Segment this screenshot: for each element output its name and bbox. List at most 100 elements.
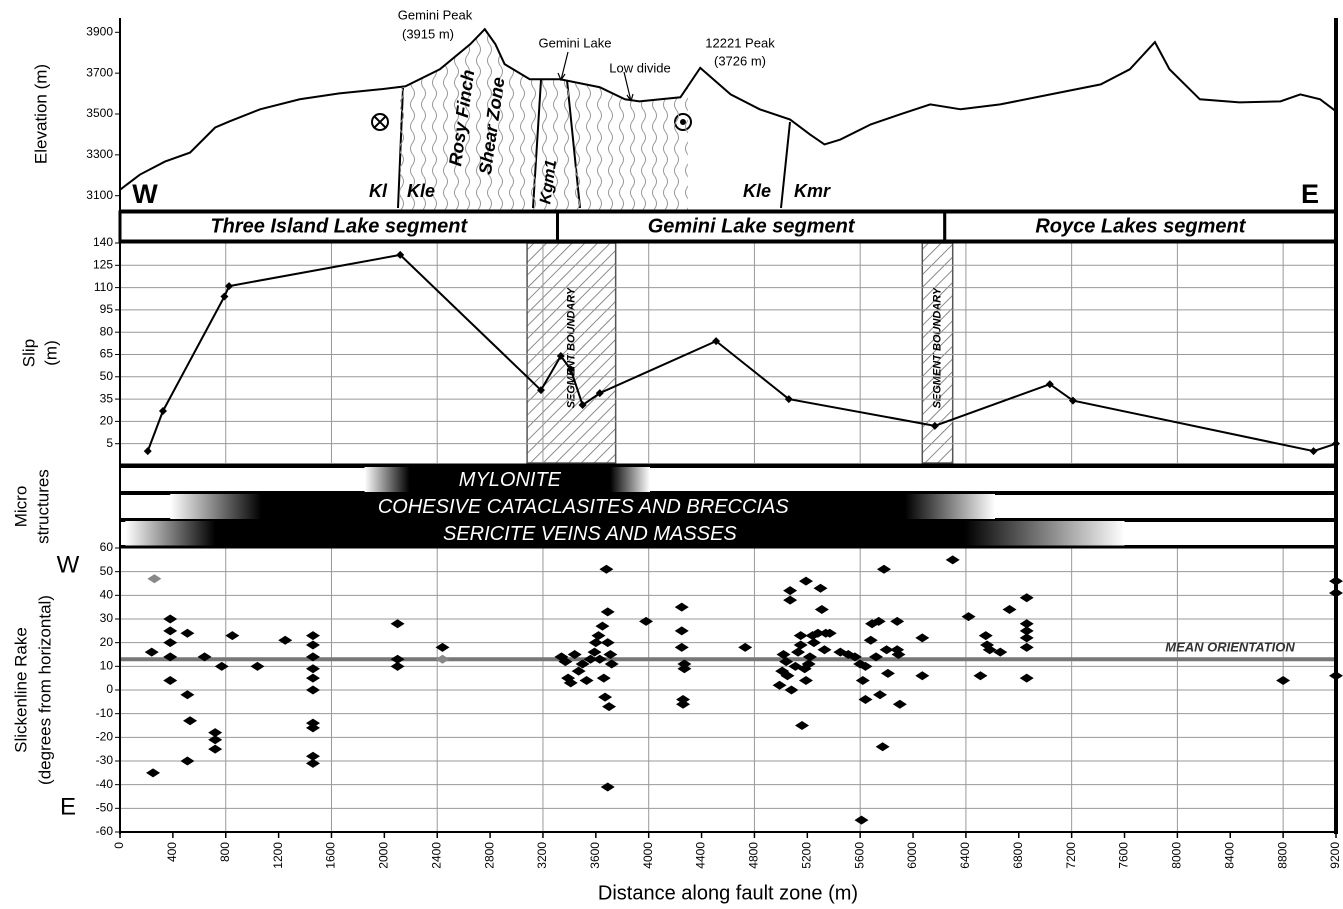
rake-point <box>738 643 752 652</box>
rake-point <box>799 676 813 685</box>
rake-point <box>1020 633 1034 642</box>
band-label: SERICITE VEINS AND MASSES <box>443 523 737 545</box>
into-page-symbol <box>375 117 386 128</box>
rake-point <box>391 662 405 671</box>
rake-point <box>602 702 616 711</box>
rake-point <box>784 686 798 695</box>
rake-point <box>572 667 586 676</box>
rake-point <box>783 596 797 605</box>
x-tick-label: 7200 <box>1064 842 1078 869</box>
annotation: (3915 m) <box>402 26 454 41</box>
x-tick-label: 4000 <box>641 842 655 869</box>
y-tick-label: -20 <box>96 730 114 744</box>
slip-point <box>144 447 152 455</box>
y-tick-label: 3100 <box>86 188 113 202</box>
rake-point <box>208 735 222 744</box>
rake-point <box>225 631 239 640</box>
x-tick-label: 400 <box>165 842 179 862</box>
rake-point <box>675 603 689 612</box>
rake-point <box>979 631 993 640</box>
rake-point <box>783 586 797 595</box>
y-tick-label: -30 <box>96 753 114 767</box>
annotation: Kle <box>407 181 435 201</box>
rake-point <box>795 721 809 730</box>
y-tick-label: 3500 <box>86 106 113 120</box>
rake-point <box>145 648 159 657</box>
y-tick-label: 110 <box>94 280 113 294</box>
annotation: Gemini Lake <box>539 35 612 50</box>
y-tick-label: 50 <box>100 369 114 383</box>
arrow <box>558 52 568 80</box>
slip-point <box>225 282 233 290</box>
x-tick-label: 6000 <box>905 842 919 869</box>
annotation: Gemini Peak <box>398 7 473 22</box>
y-tick-label: -60 <box>96 824 114 838</box>
y-tick-label: -50 <box>96 801 114 815</box>
rake-point <box>856 676 870 685</box>
y-tick-label: 35 <box>100 391 114 405</box>
band-label: MYLONITE <box>459 469 562 491</box>
y-tick-label: 10 <box>100 659 114 673</box>
rake-point <box>306 674 320 683</box>
rake-point <box>278 636 292 645</box>
rake-point <box>1276 676 1290 685</box>
mean-label: MEAN ORIENTATION <box>1165 640 1295 655</box>
rake-point <box>599 565 613 574</box>
annotation: Low divide <box>609 60 670 75</box>
band-label: COHESIVE CATACLASITES AND BRECCIAS <box>378 496 789 518</box>
rake-point <box>854 816 868 825</box>
rake-point <box>773 681 787 690</box>
rake-point <box>677 664 691 673</box>
x-tick-label: 800 <box>218 842 232 862</box>
slip-point <box>159 407 167 415</box>
annotation: Kmr <box>794 181 831 201</box>
rake-point <box>601 638 615 647</box>
boundary-label: SEGMENT BOUNDARY <box>931 286 943 408</box>
x-tick-label: 7600 <box>1117 842 1131 869</box>
x-axis-label: Distance along fault zone (m) <box>598 882 858 904</box>
rake-point <box>306 664 320 673</box>
annotation: Kl <box>369 181 388 201</box>
rake-point <box>163 626 177 635</box>
x-tick-label: 6800 <box>1011 842 1025 869</box>
y-axis-label: Micro <box>11 486 30 528</box>
y-tick-label: 3300 <box>86 147 113 161</box>
x-tick-label: 3600 <box>588 842 602 869</box>
x-tick-label: 8800 <box>1275 842 1289 869</box>
rake-point <box>1020 643 1034 652</box>
boundary-label: SEGMENT BOUNDARY <box>565 286 577 408</box>
y-axis-label: (m) <box>41 340 60 365</box>
rake-point <box>876 742 890 751</box>
rake-point <box>794 641 808 650</box>
rake-point <box>180 629 194 638</box>
rake-point <box>873 690 887 699</box>
y-tick-label: 60 <box>100 540 114 554</box>
x-tick-label: 1200 <box>271 842 285 869</box>
rake-point <box>601 607 615 616</box>
rake-point <box>306 631 320 640</box>
rake-point <box>973 671 987 680</box>
x-tick-label: 9200 <box>1328 842 1342 869</box>
rake-point <box>595 622 609 631</box>
rake-point <box>675 643 689 652</box>
segment-label: Gemini Lake segment <box>648 215 856 237</box>
x-tick-label: 8000 <box>1170 842 1184 869</box>
x-tick-label: 3200 <box>535 842 549 869</box>
segment-label: Three Island Lake segment <box>210 215 468 237</box>
slip-point <box>1310 447 1318 455</box>
rake-point <box>306 759 320 768</box>
x-tick-label: 5200 <box>799 842 813 869</box>
rake-point <box>890 617 904 626</box>
rake-point <box>215 662 229 671</box>
rake-point <box>962 612 976 621</box>
y-axis-label: (degrees from horizontal) <box>35 595 54 785</box>
rake-point <box>591 631 605 640</box>
rake-point <box>306 641 320 650</box>
y-tick-label: 140 <box>93 235 113 249</box>
rake-point <box>807 638 821 647</box>
x-tick-label: 2400 <box>429 842 443 869</box>
rake-point <box>1003 605 1017 614</box>
figure: Elevation (m)Slip(m)MicrostructuresSlick… <box>0 0 1343 909</box>
x-tick-label: 4800 <box>747 842 761 869</box>
rake-point <box>893 700 907 709</box>
